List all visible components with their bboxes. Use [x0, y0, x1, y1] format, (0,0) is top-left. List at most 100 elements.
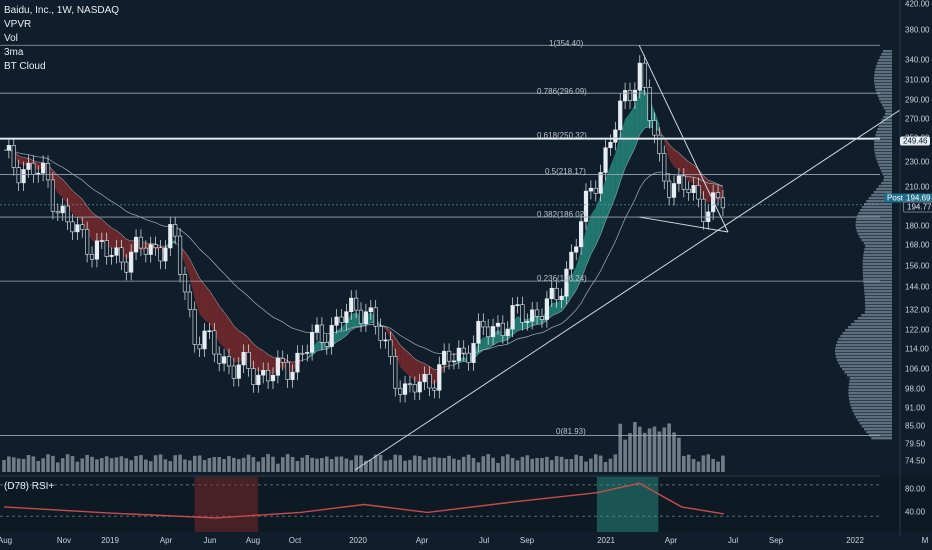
candle	[368, 307, 373, 313]
rsi-oversold-zone	[194, 477, 259, 532]
time-tick: Aug	[245, 536, 261, 545]
candle	[402, 383, 408, 395]
profile-bar	[881, 182, 892, 185]
volume-bar	[271, 456, 275, 472]
candle	[70, 221, 75, 233]
profile-bar	[882, 173, 892, 176]
profile-bar	[855, 227, 892, 230]
cloud-segment	[488, 333, 494, 349]
profile-bar	[865, 302, 892, 305]
profile-bar	[854, 320, 892, 323]
profile-bar	[842, 332, 892, 335]
candle	[124, 261, 129, 273]
cloud-segment	[605, 165, 611, 222]
indicator-3ma[interactable]: 3ma	[4, 47, 24, 58]
volume-bar	[452, 458, 456, 472]
candle	[11, 145, 16, 168]
volume-bar	[515, 460, 520, 472]
time-tick: Sep	[519, 536, 535, 545]
cloud-segment	[233, 325, 239, 363]
volume-bar	[46, 454, 50, 472]
volume-bar	[652, 426, 657, 472]
candle	[16, 167, 21, 184]
time-tick: Apr	[415, 536, 429, 545]
symbol-title[interactable]: Baidu, Inc., 1W, NASDAQ	[4, 5, 120, 16]
profile-bar	[848, 386, 892, 389]
profile-bar	[874, 149, 892, 152]
volume-bar	[677, 437, 681, 472]
indicator-volume[interactable]: Vol	[4, 33, 18, 44]
last-price-tag[interactable]: 194.77	[903, 201, 932, 213]
candle	[26, 162, 31, 170]
volume-bar	[393, 454, 398, 472]
profile-bar	[861, 206, 892, 209]
profile-bar	[844, 371, 892, 374]
time-axis[interactable]: Aug Nov 2019 Apr Jun Aug Oct 2020 Apr Ju…	[0, 536, 932, 550]
profile-bar	[857, 419, 892, 422]
volume-bar	[637, 426, 642, 472]
volume-bar	[696, 461, 701, 472]
volume-bar	[222, 458, 226, 472]
cloud-segment	[674, 149, 679, 170]
cloud-segment	[400, 344, 406, 373]
volume-bar	[236, 459, 241, 472]
cloud-segment	[96, 216, 102, 241]
volume-bar	[466, 454, 471, 472]
candle	[177, 235, 183, 275]
candle	[437, 364, 442, 391]
candle	[481, 320, 486, 328]
indicator-bt-cloud[interactable]: BT Cloud	[4, 61, 46, 72]
volume-bar	[109, 458, 114, 472]
candle	[632, 89, 637, 102]
candle	[109, 255, 114, 257]
volume-bar	[349, 460, 354, 472]
cloud-segment	[224, 312, 229, 354]
cloud-segment	[219, 305, 225, 348]
candle	[515, 304, 520, 306]
candle	[187, 291, 192, 310]
candle	[251, 368, 256, 385]
volume-bar	[657, 431, 662, 472]
profile-bar	[838, 338, 892, 341]
volume-bar	[457, 459, 461, 472]
cloud-segment	[409, 354, 415, 382]
candle	[334, 316, 339, 326]
candle	[525, 321, 530, 323]
candle	[461, 347, 466, 354]
volume-bar	[432, 456, 437, 472]
profile-bar	[854, 413, 892, 416]
volume-bar	[549, 459, 554, 472]
profile-bar	[848, 392, 892, 395]
candle	[598, 172, 603, 194]
profile-bar	[866, 200, 892, 203]
indicator-vpvr[interactable]: VPVR	[4, 19, 32, 30]
time-tick: Aug	[0, 536, 13, 545]
time-tick: 2022	[846, 536, 864, 545]
profile-bar	[855, 221, 892, 224]
candle	[65, 205, 70, 223]
price-tick: 270.00	[905, 114, 930, 124]
volume-bar	[183, 459, 187, 472]
price-tick: 98.00	[905, 384, 926, 394]
candle	[212, 330, 217, 355]
candle	[373, 307, 378, 327]
volume-bar	[41, 458, 45, 472]
candle	[324, 342, 329, 347]
candle	[314, 324, 320, 333]
candle	[476, 320, 481, 344]
profile-bar	[876, 131, 892, 134]
volume-bar	[188, 460, 192, 472]
profile-bar	[875, 68, 892, 71]
candle	[583, 190, 589, 222]
resistance-price-tag[interactable]: 249.46	[900, 136, 931, 146]
volume-bar	[681, 455, 686, 472]
candle	[246, 351, 251, 369]
price-tick: 79.50	[905, 439, 926, 449]
profile-bar	[871, 194, 892, 197]
rsi-pane-title[interactable]: (D78) RSI+	[4, 481, 55, 492]
post-market-price-tag[interactable]: 194.69	[903, 193, 932, 203]
volume-bar	[564, 459, 569, 472]
profile-bar	[863, 254, 892, 257]
